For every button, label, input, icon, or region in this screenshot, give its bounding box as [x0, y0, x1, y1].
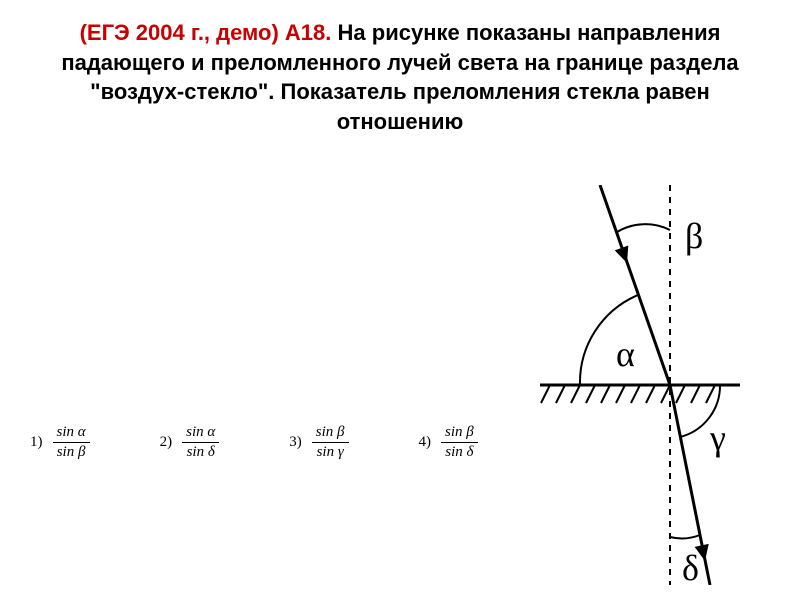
- option-number: 2): [160, 434, 173, 451]
- fraction: sin α sin δ: [182, 424, 219, 460]
- label-alpha: α: [616, 333, 635, 375]
- sin-op: sin: [187, 444, 205, 460]
- fraction: sin α sin β: [53, 424, 90, 460]
- var: δ: [208, 444, 215, 460]
- refraction-diagram: β α γ δ: [520, 185, 750, 585]
- label-delta: δ: [682, 547, 699, 589]
- answer-options: 1) sin α sin β 2) sin α sin δ 3) sin β s…: [30, 424, 478, 460]
- sin-op: sin: [316, 424, 334, 440]
- option-number: 1): [30, 434, 43, 451]
- var: β: [337, 424, 344, 440]
- sin-op: sin: [317, 444, 335, 460]
- fraction: sin β sin δ: [441, 424, 478, 460]
- sin-op: sin: [57, 424, 75, 440]
- sin-op: sin: [445, 444, 463, 460]
- fraction: sin β sin γ: [312, 424, 349, 460]
- problem-title: (ЕГЭ 2004 г., демо) А18. На рисунке пока…: [0, 0, 800, 147]
- label-beta: β: [685, 215, 703, 257]
- var: β: [78, 444, 85, 460]
- var: α: [78, 424, 86, 440]
- sin-op: sin: [57, 444, 75, 460]
- option-3: 3) sin β sin γ: [289, 424, 348, 460]
- var: β: [466, 424, 473, 440]
- diagram-svg: [520, 185, 750, 585]
- var: δ: [467, 444, 474, 460]
- var: α: [207, 424, 215, 440]
- label-gamma: γ: [710, 417, 726, 459]
- option-number: 4): [419, 434, 432, 451]
- option-1: 1) sin α sin β: [30, 424, 90, 460]
- sin-op: sin: [186, 424, 204, 440]
- option-2: 2) sin α sin δ: [160, 424, 220, 460]
- title-red-part: (ЕГЭ 2004 г., демо) А18.: [80, 20, 332, 45]
- option-4: 4) sin β sin δ: [419, 424, 478, 460]
- option-number: 3): [289, 434, 302, 451]
- var: γ: [338, 444, 344, 460]
- sin-op: sin: [445, 424, 463, 440]
